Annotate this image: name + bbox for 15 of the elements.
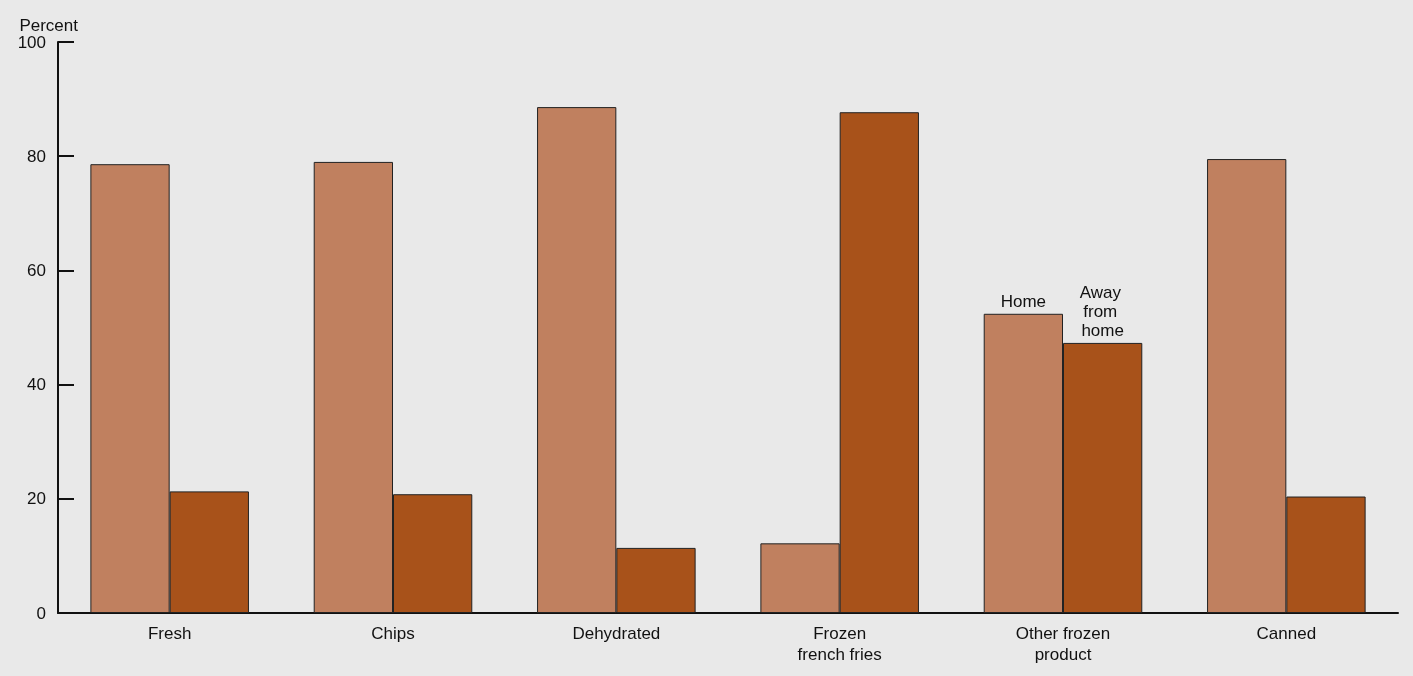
- y-tick-label: 80: [27, 146, 46, 166]
- y-tick-label: 20: [27, 489, 46, 509]
- x-tick-label: Canned: [1256, 624, 1317, 643]
- y-axis-title: Percent: [19, 15, 79, 35]
- x-tick-label: Dehydrated: [572, 624, 661, 643]
- y-tick-label: 60: [27, 260, 46, 280]
- x-tick-label: Other frozen product: [1015, 624, 1111, 664]
- y-tick-label: 40: [27, 375, 46, 395]
- x-tick-label: Frozen french fries: [797, 624, 882, 664]
- annotation: Home: [1000, 291, 1047, 311]
- y-tick-label: 100: [17, 32, 46, 52]
- y-tick-label: 0: [36, 603, 46, 623]
- annotation: Away from home: [1079, 282, 1126, 340]
- x-tick-label: Chips: [371, 624, 415, 643]
- x-tick-label: Fresh: [147, 624, 192, 643]
